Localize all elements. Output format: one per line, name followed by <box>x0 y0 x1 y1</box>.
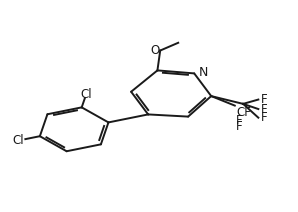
Text: F: F <box>236 114 243 127</box>
Text: F: F <box>236 120 243 133</box>
Text: F: F <box>260 103 267 116</box>
Text: O: O <box>150 44 160 57</box>
Text: F: F <box>260 111 267 124</box>
Text: CF: CF <box>236 106 251 119</box>
Text: Cl: Cl <box>81 88 92 101</box>
Text: F: F <box>260 93 267 106</box>
Text: Cl: Cl <box>12 134 24 147</box>
Text: N: N <box>199 66 208 79</box>
